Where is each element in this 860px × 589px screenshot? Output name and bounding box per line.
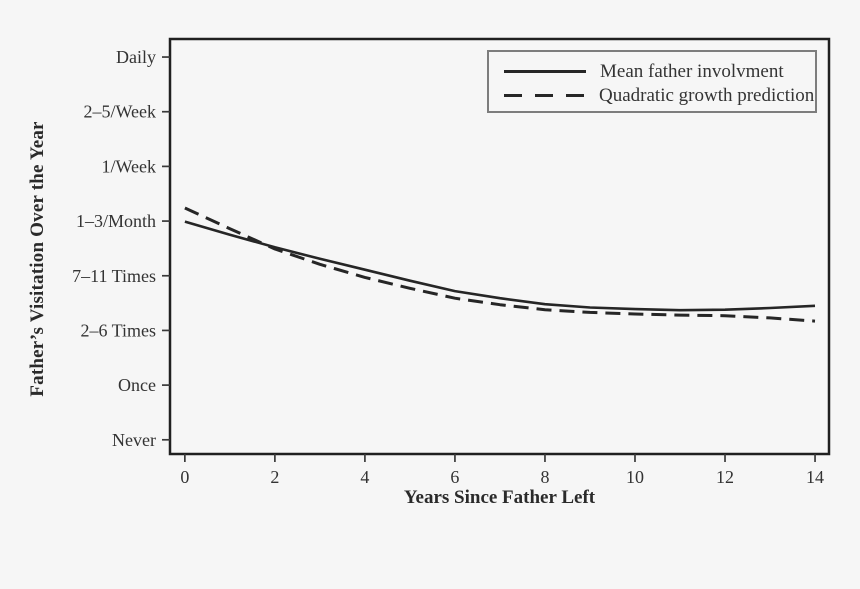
- y-tick-label: 7–11 Times: [72, 266, 156, 286]
- series-line-mean-involvement: [184, 220, 816, 312]
- y-tick-label: Daily: [116, 47, 156, 67]
- y-tick-label: 1–3/Month: [76, 211, 156, 231]
- x-tick-label: 6: [450, 467, 459, 487]
- x-tick-label: 14: [806, 467, 824, 487]
- x-tick-label: 8: [540, 467, 549, 487]
- y-tick-label: Once: [118, 375, 156, 395]
- legend-solid-line-sample: [504, 69, 586, 73]
- legend-item-quadratic: Quadratic growth prediction: [504, 83, 815, 107]
- y-tick-label: 2–6 Times: [80, 320, 156, 340]
- y-tick-label: 2–5/Week: [83, 102, 156, 122]
- y-tick-label: Never: [112, 430, 156, 450]
- legend-label-mean: Mean father involvment: [600, 60, 784, 82]
- y-axis-title: Father’s Visitation Over the Year: [27, 121, 48, 397]
- plot-frame: [168, 37, 831, 456]
- x-tick-label: 2: [270, 467, 279, 487]
- legend-item-mean: Mean father involvment: [504, 59, 815, 83]
- legend-dashed-line-sample: [504, 93, 585, 97]
- x-tick-label: 4: [360, 467, 369, 487]
- legend: Mean father involvment Quadratic growth …: [487, 50, 817, 113]
- y-tick-label: 1/Week: [101, 156, 156, 176]
- x-tick-label: 10: [626, 467, 644, 487]
- x-axis-title: Years Since Father Left: [403, 487, 596, 508]
- legend-label-quadratic: Quadratic growth prediction: [599, 84, 815, 106]
- series-line-quadratic-prediction: [184, 206, 816, 323]
- x-tick-label: 12: [716, 467, 734, 487]
- x-tick-label: 0: [180, 467, 189, 487]
